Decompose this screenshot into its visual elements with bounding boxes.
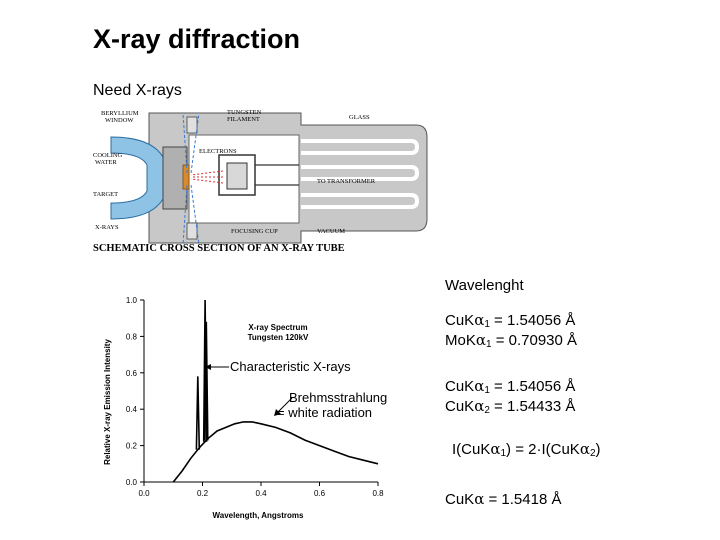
- xray-tube-diagram: BERYLLIUM WINDOW TUNGSTEN FILAMENT GLASS…: [91, 107, 431, 255]
- label-electrons: ELECTRONS: [199, 148, 237, 155]
- x-tick-label: 0.8: [372, 489, 384, 498]
- chart-subtitle: Tungsten 120kV: [248, 333, 309, 342]
- label-window: WINDOW: [105, 117, 134, 124]
- x-tick-label: 0.0: [138, 489, 150, 498]
- alpha-symbol: α: [474, 490, 485, 508]
- label-glass: GLASS: [349, 114, 370, 121]
- cu-ka2-prefix: CuK: [445, 398, 475, 415]
- characteristic-arrow: [205, 364, 229, 370]
- cu-ka1-value: = 1.54056 Å: [489, 312, 576, 329]
- sub-1: 1: [500, 448, 507, 459]
- characteristic-peak: [195, 376, 201, 450]
- characteristic-peak: [204, 321, 209, 441]
- cu-ka1-line-2: CuKα1 = 1.54056 Å: [445, 377, 575, 396]
- label-to-transformer: TO TRANSFORMER: [317, 178, 376, 185]
- brehm-arrow: [274, 397, 293, 416]
- cu-ka1-line: CuKα1 = 1.54056 Å: [445, 311, 575, 330]
- x-tick-label: 0.4: [255, 489, 267, 498]
- page-title: X-ray diffraction: [93, 24, 301, 54]
- ratio-prefix: I(CuK: [452, 441, 491, 458]
- mo-ka1-prefix: MoK: [445, 332, 476, 349]
- y-tick-label: 0.0: [126, 478, 138, 487]
- cu-ka1-prefix: CuK: [445, 312, 475, 329]
- sub-2: 2: [484, 405, 490, 416]
- intensity-ratio-line: I(CuKα1) = 2·I(CuKα2): [452, 440, 601, 459]
- sub-1: 1: [485, 339, 492, 350]
- alpha-symbol: α: [474, 311, 485, 329]
- label-focusing-cup: FOCUSING CUP: [231, 228, 278, 235]
- mo-ka1-value: = 0.70930 Å: [491, 332, 578, 349]
- wavelength-heading: Wavelenght: [445, 277, 524, 294]
- alpha-symbol: α: [490, 440, 501, 458]
- alpha-symbol: α: [475, 331, 486, 349]
- label-beryllium: BERYLLIUM: [101, 110, 139, 117]
- cu-ka-average-line: CuKα = 1.5418 Å: [445, 490, 561, 508]
- cu-ka1-prefix-2: CuK: [445, 378, 475, 395]
- sub-1: 1: [484, 319, 490, 330]
- chart-ylabel: Relative X-ray Emission Intensity: [103, 339, 112, 465]
- label-cooling: COOLING: [93, 152, 123, 159]
- x-tick-label: 0.2: [197, 489, 209, 498]
- y-tick-label: 1.0: [126, 296, 138, 305]
- cu-ka-prefix: CuK: [445, 491, 475, 508]
- chart-xlabel: Wavelength, Angstroms: [213, 511, 305, 520]
- mo-ka1-line: MoKα1 = 0.70930 Å: [445, 331, 577, 350]
- y-tick-label: 0.2: [126, 442, 138, 451]
- cu-ka-avg-value: = 1.5418 Å: [484, 491, 562, 508]
- cu-ka1-value-2: = 1.54056 Å: [489, 378, 576, 395]
- alpha-symbol: α: [474, 377, 485, 395]
- ratio-mid: ) = 2·I(CuK: [506, 441, 580, 458]
- alpha-symbol: α: [579, 440, 590, 458]
- label-vacuum: VACUUM: [317, 228, 345, 235]
- y-tick-label: 0.4: [126, 405, 138, 414]
- alpha-symbol: α: [474, 397, 485, 415]
- annotation-brehm-1: Brehmsstrahlung: [289, 390, 388, 405]
- cu-ka2-value: = 1.54433 Å: [489, 398, 576, 415]
- chart-series: [172, 299, 379, 483]
- sub-1: 1: [484, 385, 490, 396]
- annotation-characteristic: Characteristic X-rays: [230, 359, 351, 374]
- x-tick-label: 0.6: [314, 489, 326, 498]
- y-tick-label: 0.6: [126, 369, 138, 378]
- chart-ticks: 0.0 0.2 0.4 0.6 0.8 0.0 0.2 0.4 0.6 0.8 1.0: [126, 296, 384, 498]
- ratio-end: ): [595, 441, 601, 458]
- xray-spectrum-chart: 0.0 0.2 0.4 0.6 0.8 0.0 0.2 0.4 0.6 0.8 1.0 X-ray …: [98, 292, 390, 524]
- label-filament: FILAMENT: [227, 116, 260, 123]
- label-xrays: X-RAYS: [95, 224, 119, 231]
- sub-2: 2: [589, 448, 596, 459]
- cu-ka2-line: CuKα2 = 1.54433 Å: [445, 397, 575, 416]
- chart-title: X-ray Spectrum: [248, 323, 307, 332]
- annotation-brehm-2: = white radiation: [277, 405, 373, 420]
- page-subtitle: Need X-rays: [93, 82, 182, 99]
- tube-caption: SCHEMATIC CROSS SECTION OF AN X-RAY TUBE: [93, 243, 345, 254]
- y-tick-label: 0.8: [126, 332, 138, 341]
- label-target: TARGET: [93, 191, 118, 198]
- label-water: WATER: [95, 159, 117, 166]
- label-tungsten: TUNGSTEN: [227, 109, 262, 116]
